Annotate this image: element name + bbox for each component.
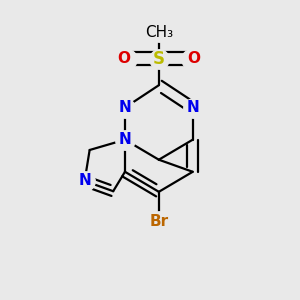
Text: N: N bbox=[186, 100, 199, 115]
Text: CH₃: CH₃ bbox=[145, 25, 173, 40]
Text: N: N bbox=[78, 173, 91, 188]
Text: Br: Br bbox=[149, 214, 168, 229]
Text: O: O bbox=[187, 51, 200, 66]
Text: N: N bbox=[118, 100, 131, 115]
Text: N: N bbox=[118, 132, 131, 147]
Text: O: O bbox=[118, 51, 130, 66]
Text: S: S bbox=[153, 50, 165, 68]
